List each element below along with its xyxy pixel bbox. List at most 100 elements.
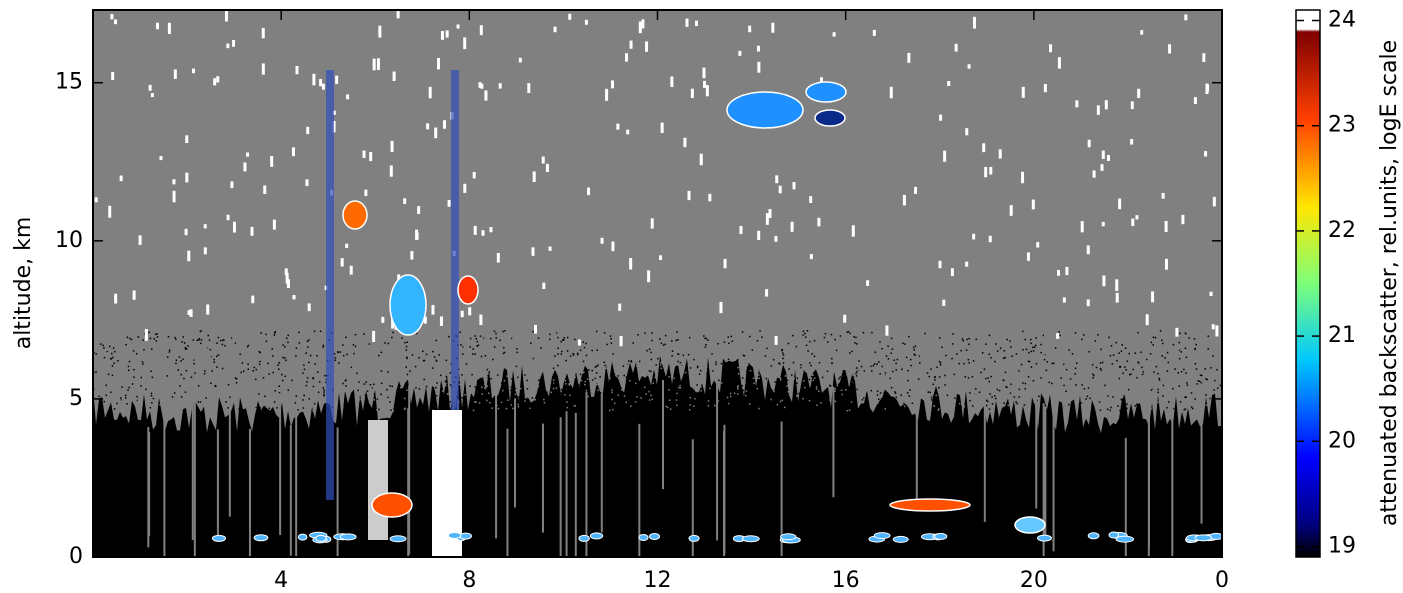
noise-dot bbox=[1030, 366, 1033, 368]
noise-dot bbox=[105, 384, 107, 387]
noise-dot bbox=[741, 331, 744, 333]
noise-dot bbox=[599, 376, 601, 378]
noise-dot bbox=[342, 382, 344, 385]
noise-dot bbox=[799, 366, 802, 369]
noise-dot bbox=[847, 408, 849, 410]
white-dot bbox=[568, 13, 572, 20]
noise-dot bbox=[428, 350, 431, 352]
noise-dot bbox=[685, 408, 688, 410]
noise-dot bbox=[678, 386, 680, 389]
noise-dot bbox=[538, 379, 540, 382]
noise-dot bbox=[112, 347, 115, 349]
noise-dot bbox=[1194, 333, 1196, 335]
noise-dot bbox=[458, 351, 460, 353]
noise-dot bbox=[807, 336, 809, 338]
noise-dot bbox=[1180, 395, 1183, 398]
noise-dot bbox=[149, 337, 152, 340]
noise-dot bbox=[1128, 358, 1131, 360]
noise-dot bbox=[636, 396, 638, 398]
noise-dot bbox=[1002, 379, 1005, 382]
noise-dot bbox=[1119, 409, 1121, 412]
noise-dot bbox=[1123, 397, 1125, 399]
white-dot bbox=[647, 270, 651, 283]
noise-dot bbox=[824, 332, 827, 335]
noise-dot bbox=[1027, 331, 1029, 334]
noise-dot bbox=[776, 403, 779, 406]
noise-dot bbox=[406, 373, 409, 376]
noise-dot bbox=[695, 338, 697, 341]
noise-dot bbox=[345, 336, 347, 339]
noise-dot bbox=[804, 386, 806, 389]
noise-dot bbox=[581, 372, 584, 374]
noise-dot bbox=[1050, 361, 1052, 363]
noise-dot bbox=[433, 356, 436, 358]
noise-dot bbox=[1217, 352, 1219, 355]
white-dot bbox=[114, 19, 118, 25]
noise-dot bbox=[251, 342, 254, 344]
noise-dot bbox=[95, 353, 97, 355]
noise-dot bbox=[1149, 390, 1152, 392]
gap-streak bbox=[832, 386, 835, 498]
white-dot bbox=[965, 261, 969, 267]
white-dot bbox=[270, 155, 274, 167]
noise-dot bbox=[838, 359, 841, 362]
noise-dot bbox=[969, 337, 972, 340]
noise-dot bbox=[704, 346, 707, 348]
noise-dot bbox=[487, 374, 489, 377]
white-dot bbox=[443, 120, 447, 129]
noise-dot bbox=[1140, 351, 1142, 354]
noise-dot bbox=[1003, 402, 1005, 404]
noise-dot bbox=[985, 343, 987, 345]
noise-dot bbox=[1056, 349, 1058, 351]
boundary-layer-cloud bbox=[688, 534, 700, 542]
noise-dot bbox=[432, 350, 434, 353]
noise-dot bbox=[338, 343, 340, 345]
noise-dot bbox=[308, 361, 310, 364]
noise-dot bbox=[503, 372, 505, 374]
noise-dot bbox=[782, 352, 784, 354]
noise-dot bbox=[221, 343, 224, 346]
noise-dot bbox=[1180, 351, 1183, 353]
gap-streak bbox=[716, 381, 719, 541]
noise-dot bbox=[871, 370, 873, 372]
noise-dot bbox=[534, 398, 537, 401]
noise-dot bbox=[435, 339, 438, 342]
noise-dot bbox=[460, 343, 462, 346]
white-column bbox=[368, 420, 388, 540]
noise-dot bbox=[192, 345, 195, 347]
noise-dot bbox=[1101, 361, 1104, 364]
noise-dot bbox=[96, 397, 98, 399]
noise-dot bbox=[809, 340, 811, 343]
noise-dot bbox=[917, 378, 920, 380]
white-dot bbox=[553, 26, 557, 33]
noise-dot bbox=[778, 347, 781, 350]
white-dot bbox=[1009, 205, 1013, 216]
noise-dot bbox=[882, 382, 885, 384]
noise-dot bbox=[758, 400, 760, 403]
noise-dot bbox=[1021, 369, 1024, 371]
noise-dot bbox=[559, 407, 562, 409]
noise-dot bbox=[1044, 362, 1046, 365]
noise-dot bbox=[549, 338, 551, 341]
white-dot bbox=[1215, 325, 1219, 337]
noise-dot bbox=[1144, 330, 1147, 332]
noise-dot bbox=[664, 334, 667, 337]
noise-dot bbox=[865, 376, 868, 378]
noise-dot bbox=[345, 379, 347, 381]
noise-dot bbox=[156, 333, 158, 335]
noise-dot bbox=[105, 394, 108, 397]
noise-dot bbox=[472, 348, 474, 350]
noise-dot bbox=[239, 331, 242, 334]
noise-dot bbox=[912, 394, 915, 396]
noise-dot bbox=[723, 341, 726, 343]
noise-dot bbox=[1160, 366, 1162, 369]
noise-dot bbox=[1145, 358, 1148, 361]
cloud bbox=[389, 274, 427, 336]
white-dot bbox=[660, 122, 664, 134]
noise-dot bbox=[774, 381, 776, 383]
noise-dot bbox=[731, 340, 734, 343]
noise-dot bbox=[1188, 337, 1190, 339]
noise-dot bbox=[514, 393, 517, 396]
noise-dot bbox=[357, 350, 359, 352]
noise-dot bbox=[1055, 342, 1058, 345]
